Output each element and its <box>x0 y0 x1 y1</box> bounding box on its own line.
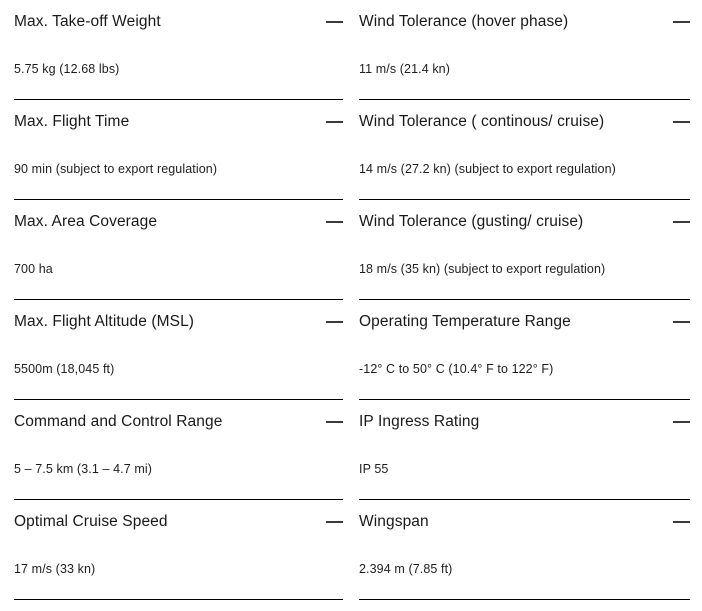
spec-header-toggle[interactable]: Command and Control Range <box>14 400 343 444</box>
spec-title: Max. Flight Time <box>14 113 130 130</box>
spec-header-toggle[interactable]: Optimal Cruise Speed <box>14 500 343 544</box>
spec-header-toggle[interactable]: Wind Tolerance (gusting/ cruise) <box>359 200 690 244</box>
minus-icon[interactable] <box>326 221 343 223</box>
minus-icon[interactable] <box>326 321 343 323</box>
spec-header-toggle[interactable]: Max. Area Coverage <box>14 200 343 244</box>
spec-item: Wind Tolerance (gusting/ cruise) 18 m/s … <box>359 200 690 300</box>
minus-icon[interactable] <box>673 221 690 223</box>
spec-header-toggle[interactable]: Max. Flight Time <box>14 100 343 144</box>
spec-title: Wind Tolerance (gusting/ cruise) <box>359 213 584 230</box>
spec-header-toggle[interactable]: Max. Flight Altitude (MSL) <box>14 300 343 344</box>
spec-item: IP Ingress Rating IP 55 <box>359 400 690 500</box>
spec-header-toggle[interactable]: Max. Take-off Weight <box>14 0 343 44</box>
spec-title: Optimal Cruise Speed <box>14 513 168 530</box>
right-column: Wind Tolerance (hover phase) 11 m/s (21.… <box>351 0 702 611</box>
spec-value: 11 m/s (21.4 kn) <box>359 62 450 76</box>
spec-title: IP Ingress Rating <box>359 413 480 430</box>
minus-icon[interactable] <box>673 21 690 23</box>
spec-item: Max. Take-off Weight 5.75 kg (12.68 lbs) <box>14 0 343 100</box>
minus-icon[interactable] <box>673 421 690 423</box>
minus-icon[interactable] <box>673 321 690 323</box>
minus-icon[interactable] <box>326 21 343 23</box>
left-column: Max. Take-off Weight 5.75 kg (12.68 lbs)… <box>14 0 343 600</box>
minus-icon[interactable] <box>326 521 343 523</box>
spec-item: Max. Flight Time 90 min (subject to expo… <box>14 100 343 200</box>
spec-value: 2.394 m (7.85 ft) <box>359 562 453 576</box>
spec-item: Max. Area Coverage 700 ha <box>14 200 343 300</box>
spec-item: Wind Tolerance ( continous/ cruise) 14 m… <box>359 100 690 200</box>
spec-item: Command and Control Range 5 – 7.5 km (3.… <box>14 400 343 500</box>
spec-value: 90 min (subject to export regulation) <box>14 162 218 176</box>
spec-item: Wind Tolerance (hover phase) 11 m/s (21.… <box>359 0 690 100</box>
spec-header-toggle[interactable]: Operating Temperature Range <box>359 300 690 344</box>
spec-value: 14 m/s (27.2 kn) (subject to export regu… <box>359 162 616 176</box>
spec-header-toggle[interactable]: IP Ingress Rating <box>359 400 690 444</box>
spec-title: Max. Take-off Weight <box>14 13 161 30</box>
minus-icon[interactable] <box>326 421 343 423</box>
spec-value: IP 55 <box>359 462 389 476</box>
spec-item: Max. Flight Altitude (MSL) 5500m (18,045… <box>14 300 343 400</box>
spec-title: Operating Temperature Range <box>359 313 571 330</box>
spec-title: Max. Area Coverage <box>14 213 158 230</box>
spec-value: 5.75 kg (12.68 lbs) <box>14 62 120 76</box>
spec-item: Wingspan 2.394 m (7.85 ft) <box>359 500 690 600</box>
spec-header-toggle[interactable]: Wind Tolerance (hover phase) <box>359 0 690 44</box>
spec-value: 5 – 7.5 km (3.1 – 4.7 mi) <box>14 462 152 476</box>
spec-value: 17 m/s (33 kn) <box>14 562 96 576</box>
spec-value: 5500m (18,045 ft) <box>14 362 115 376</box>
spec-title: Command and Control Range <box>14 413 223 430</box>
spec-item: Optimal Cruise Speed 17 m/s (33 kn) <box>14 500 343 600</box>
minus-icon[interactable] <box>673 121 690 123</box>
spec-title: Max. Flight Altitude (MSL) <box>14 313 195 330</box>
spec-title: Wingspan <box>359 513 429 530</box>
spec-value: -12° C to 50° C (10.4° F to 122° F) <box>359 362 554 376</box>
spec-header-toggle[interactable]: Wind Tolerance ( continous/ cruise) <box>359 100 690 144</box>
spec-title: Wind Tolerance ( continous/ cruise) <box>359 113 605 130</box>
minus-icon[interactable] <box>673 521 690 523</box>
minus-icon[interactable] <box>326 121 343 123</box>
spec-value: 18 m/s (35 kn) (subject to export regula… <box>359 262 606 276</box>
spec-item: Operating Temperature Range -12° C to 50… <box>359 300 690 400</box>
spec-title: Wind Tolerance (hover phase) <box>359 13 569 30</box>
spec-value: 700 ha <box>14 262 53 276</box>
spec-header-toggle[interactable]: Wingspan <box>359 500 690 544</box>
